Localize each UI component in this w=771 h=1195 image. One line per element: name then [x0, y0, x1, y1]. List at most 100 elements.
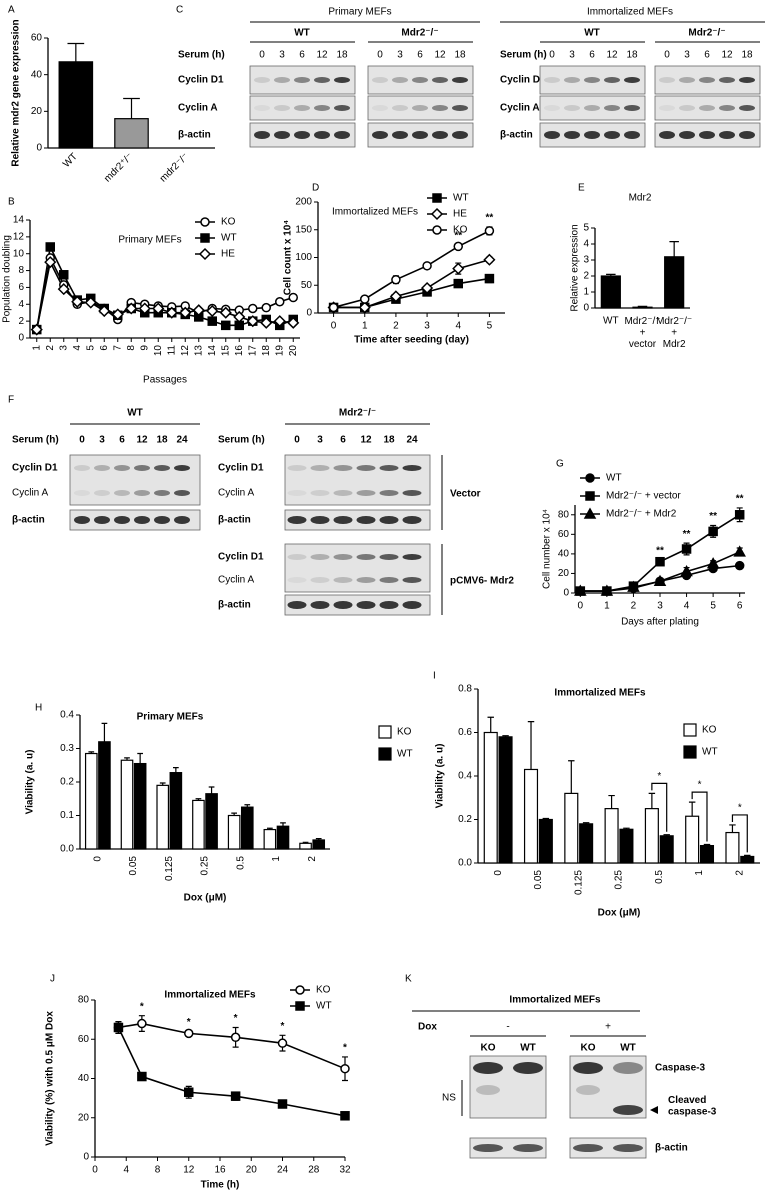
row-label: β-actin — [218, 515, 251, 526]
blot-band — [402, 601, 422, 609]
legend-marker — [200, 233, 210, 243]
error-bar — [123, 97, 140, 119]
blot-band — [287, 490, 307, 496]
legend-label: WT — [453, 193, 469, 204]
error-bar — [244, 804, 251, 808]
x-tick-label: 1 — [271, 856, 282, 862]
blot-title: Mdr2⁻/⁻ — [339, 408, 376, 419]
bar — [644, 808, 659, 864]
blot-band — [334, 131, 350, 139]
y-tick-label: 1 — [583, 287, 589, 298]
error-bar — [582, 822, 590, 824]
marker — [653, 574, 667, 587]
blot-band — [412, 77, 428, 83]
marker — [137, 1018, 147, 1029]
error-bar — [527, 721, 535, 770]
blot-band — [584, 77, 600, 83]
section-label: pCMV6- Mdr2 — [450, 576, 514, 587]
blot-band — [333, 490, 353, 496]
x-tick-label: 4 — [72, 345, 83, 351]
bar — [120, 759, 134, 850]
x-tick-label: 0.05 — [128, 856, 139, 876]
blot-band — [356, 516, 376, 524]
x-axis-label: Dox (μM) — [184, 893, 227, 904]
x-tick-label: 5 — [710, 601, 716, 612]
blot-band — [154, 490, 170, 496]
blot-band — [287, 465, 307, 471]
lane-label: 0 — [294, 435, 300, 446]
marker — [483, 253, 496, 266]
lane-label: 0 — [664, 50, 670, 61]
marker — [681, 544, 692, 554]
block-title: WT — [584, 28, 600, 39]
lane-label: 3 — [279, 50, 285, 61]
blot-band — [513, 1062, 543, 1074]
blot-band — [659, 77, 675, 83]
bar — [740, 855, 755, 864]
blot-band — [310, 554, 330, 560]
blot-band — [114, 490, 130, 496]
row-label: Cyclin A — [12, 488, 48, 499]
x-tick-label: 0.25 — [200, 856, 211, 876]
legend-swatch — [683, 723, 697, 737]
marker — [680, 564, 693, 577]
error-bar — [302, 841, 309, 844]
legend-label: Mdr2⁻/⁻ + vector — [606, 491, 681, 502]
bar — [579, 823, 594, 864]
blot-band — [333, 554, 353, 560]
panel-label: J — [50, 974, 55, 985]
x-tick-label: 0.5 — [235, 856, 246, 870]
y-axis-label: Relative mdr2 gene expression — [11, 19, 22, 166]
blot-band — [74, 465, 90, 471]
x-tick-label: 11 — [166, 345, 177, 356]
row-label: Cyclin D1 — [218, 463, 264, 474]
bar — [276, 825, 290, 850]
blot-band — [402, 577, 422, 583]
blot-band — [699, 77, 715, 83]
panel-label: D — [312, 183, 319, 194]
section-label: Vector — [450, 489, 481, 500]
lane-label: 12 — [434, 50, 446, 61]
y-tick-label: 0.8 — [458, 684, 472, 695]
blot-band — [356, 577, 376, 583]
blot-band — [432, 77, 448, 83]
bar — [604, 808, 619, 864]
marker — [328, 302, 339, 313]
y-tick-label: 150 — [295, 224, 312, 235]
blot-band — [294, 105, 310, 111]
lane-label: 18 — [336, 50, 348, 61]
x-tick-label: Mdr2⁻/⁻ + vector — [624, 316, 660, 350]
y-tick-label: 3 — [583, 255, 589, 266]
bar — [483, 731, 498, 864]
blot-band — [604, 105, 620, 111]
annotation: * — [234, 1013, 238, 1024]
y-tick-label: 200 — [295, 197, 312, 208]
blot-title: Primary MEFs — [328, 7, 391, 18]
blot-band — [114, 516, 130, 524]
legend-swatch — [378, 747, 392, 761]
blot-band — [613, 1062, 643, 1074]
blot-band — [699, 105, 715, 111]
blot-band — [392, 105, 408, 111]
blot-band — [604, 77, 620, 83]
marker — [574, 584, 587, 596]
x-tick-label: 2 — [307, 856, 318, 862]
panel-label: I — [433, 671, 436, 682]
y-tick-label: 0.3 — [60, 743, 74, 754]
arrowhead — [650, 1106, 658, 1114]
bar — [114, 118, 149, 149]
serum-label: Serum (h) — [500, 50, 547, 61]
y-axis-label: Viability (%) with 0.5 μM Dox — [45, 1011, 56, 1146]
error-bar — [315, 838, 322, 840]
blot-band — [287, 601, 307, 609]
row-label: β-actin — [500, 130, 533, 141]
x-axis-label: Dox (μM) — [598, 908, 641, 919]
marker — [192, 304, 205, 317]
row-label: Cyclin D1 — [12, 463, 58, 474]
error-bar — [669, 241, 679, 257]
x-tick-label: 32 — [339, 1165, 351, 1176]
bar — [133, 762, 147, 850]
row-label: Cyclin A — [500, 103, 540, 114]
lane-label: 6 — [589, 50, 595, 61]
marker — [340, 1063, 350, 1074]
